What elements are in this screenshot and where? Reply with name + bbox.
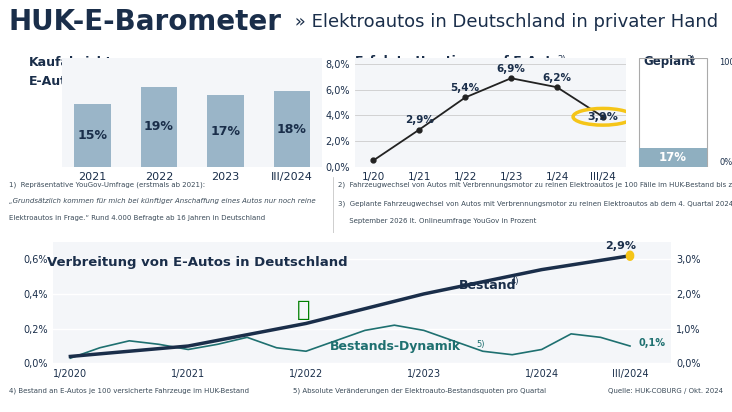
Text: 17%: 17% <box>210 125 240 138</box>
Text: 100%: 100% <box>720 58 732 67</box>
Text: 5): 5) <box>477 340 485 349</box>
Text: 2,9%: 2,9% <box>605 241 636 251</box>
Bar <box>141 87 177 167</box>
Bar <box>274 91 310 167</box>
Text: 6,2%: 6,2% <box>542 73 572 83</box>
Text: Quelle: HUK-COBURG / Okt. 2024: Quelle: HUK-COBURG / Okt. 2024 <box>608 388 723 394</box>
Text: 3,9%: 3,9% <box>588 112 619 122</box>
Text: 1)  Repräsentative YouGov-Umfrage (erstmals ab 2021):: 1) Repräsentative YouGov-Umfrage (erstma… <box>9 182 205 188</box>
Text: September 2026 lt. Onlineumfrage YouGov in Prozent: September 2026 lt. Onlineumfrage YouGov … <box>338 218 537 224</box>
Text: » Elektroautos in Deutschland in privater Hand: » Elektroautos in Deutschland in private… <box>289 13 718 30</box>
FancyBboxPatch shape <box>640 148 707 167</box>
Text: Geplant: Geplant <box>643 55 695 68</box>
Text: 19%: 19% <box>144 120 173 133</box>
Bar <box>207 96 244 167</box>
Text: 🚗: 🚗 <box>297 300 310 321</box>
Text: Verbreitung von E-Autos in Deutschland: Verbreitung von E-Autos in Deutschland <box>47 256 347 269</box>
Text: „Grundsätzlich kommen für mich bei künftiger Anschaffung eines Autos nur noch re: „Grundsätzlich kommen für mich bei künft… <box>9 198 315 204</box>
Text: Bestand: Bestand <box>459 279 517 292</box>
Text: 0%: 0% <box>720 158 732 167</box>
Text: HUK-E-Barometer: HUK-E-Barometer <box>9 8 282 35</box>
Text: Bestands-Dynamik: Bestands-Dynamik <box>329 340 460 353</box>
Text: 5) Absolute Veränderungen der Elektroauto-Bestandsquoten pro Quartal: 5) Absolute Veränderungen der Elektroaut… <box>293 388 546 394</box>
Text: 18%: 18% <box>277 122 307 136</box>
Text: 17%: 17% <box>659 151 687 164</box>
Text: 6,9%: 6,9% <box>496 64 526 74</box>
Text: Erfolgte Umstiege auf E-Autos: Erfolgte Umstiege auf E-Autos <box>355 55 567 68</box>
Text: 4): 4) <box>511 277 520 286</box>
Text: Elektroautos in Frage.“ Rund 4.000 Befragte ab 16 Jahren in Deutschland: Elektroautos in Frage.“ Rund 4.000 Befra… <box>9 215 265 221</box>
Text: 0,1%: 0,1% <box>638 338 665 349</box>
Text: 2)  Fahrzeugwechsel von Autos mit Verbrennungsmotor zu reinen Elektroautos je 10: 2) Fahrzeugwechsel von Autos mit Verbren… <box>338 182 732 188</box>
Text: E-Auto: E-Auto <box>29 75 75 88</box>
Text: 3)  Geplante Fahrzeugwechsel von Autos mit Verbrennungsmotor zu reinen Elektroau: 3) Geplante Fahrzeugwechsel von Autos mi… <box>338 201 732 207</box>
Text: 1): 1) <box>74 75 82 84</box>
Text: 4) Bestand an E-Autos je 100 versicherte Fahrzeuge im HUK-Bestand: 4) Bestand an E-Autos je 100 versicherte… <box>9 388 249 394</box>
Bar <box>74 104 111 167</box>
Text: 15%: 15% <box>78 129 108 142</box>
Text: 2): 2) <box>557 55 565 64</box>
Text: Kaufabsicht: Kaufabsicht <box>29 56 112 69</box>
Text: 3): 3) <box>686 55 695 64</box>
Text: 2,9%: 2,9% <box>405 115 434 125</box>
Text: 5,4%: 5,4% <box>451 83 479 93</box>
